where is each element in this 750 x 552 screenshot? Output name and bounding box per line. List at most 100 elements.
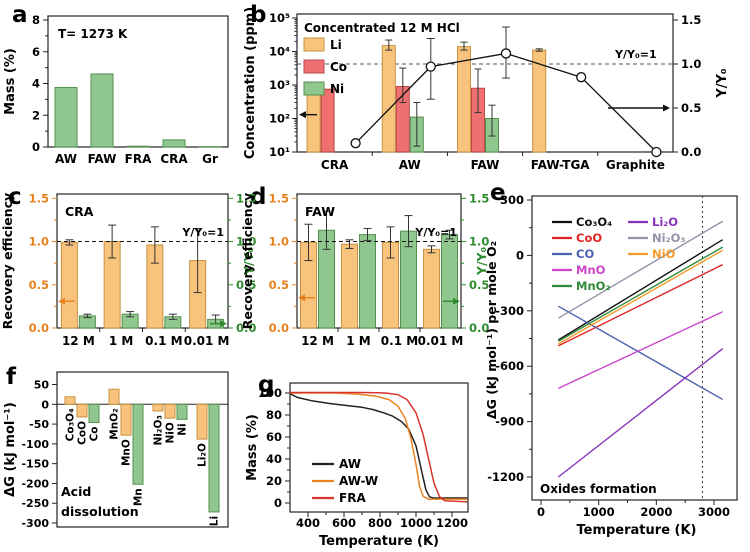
svg-text:Y/Y₀: Y/Y₀	[715, 68, 730, 99]
svg-text:6: 6	[32, 45, 40, 59]
svg-text:-100: -100	[21, 438, 49, 451]
svg-text:MnO: MnO	[576, 263, 606, 277]
svg-text:-1200: -1200	[487, 470, 524, 484]
svg-text:0: 0	[32, 140, 40, 154]
svg-text:-200: -200	[21, 477, 49, 490]
svg-text:Ni: Ni	[177, 423, 189, 435]
svg-text:FAW: FAW	[305, 204, 335, 219]
svg-text:0: 0	[274, 496, 282, 510]
svg-text:-250: -250	[21, 497, 49, 510]
panel-c-chart: 0.0 0.0 0.5 0.5 1.0 1.0 1.5 1.5 12 M 1 M 0.1 M 0.01…	[0, 191, 256, 348]
svg-text:Acid: Acid	[61, 484, 91, 499]
svg-text:Concentration (ppm): Concentration (ppm)	[243, 7, 258, 159]
svg-text:Li₂O: Li₂O	[197, 443, 209, 467]
svg-text:Oxides formation: Oxides formation	[540, 482, 657, 496]
svg-text:0.5: 0.5	[469, 278, 489, 292]
svg-text:0.0: 0.0	[269, 321, 289, 335]
svg-text:FRA: FRA	[125, 152, 152, 166]
svg-text:0: 0	[41, 398, 49, 411]
svg-text:1000: 1000	[583, 505, 615, 519]
svg-text:MnO₂: MnO₂	[109, 408, 121, 440]
svg-text:0: 0	[537, 505, 545, 519]
svg-text:Gr: Gr	[202, 152, 218, 166]
svg-text:MnO₂: MnO₂	[576, 279, 610, 293]
svg-text:-50: -50	[29, 418, 49, 431]
gibbs-lines	[557, 220, 724, 478]
svg-text:ΔG (kJ mol⁻¹) per mole O₂: ΔG (kJ mol⁻¹) per mole O₂	[484, 241, 499, 419]
yy0-line	[350, 26, 662, 158]
svg-text:0.01 M: 0.01 M	[184, 334, 230, 348]
svg-text:Y/Y₀: Y/Y₀	[474, 247, 489, 276]
svg-text:Y/Y₀=1: Y/Y₀=1	[614, 48, 657, 61]
svg-text:FAW: FAW	[88, 152, 117, 166]
bars	[300, 210, 458, 329]
concentration-bars	[306, 39, 547, 153]
svg-text:0.1 M: 0.1 M	[381, 334, 418, 348]
svg-text:AW-W: AW-W	[339, 474, 378, 488]
legend: Concentrated 12 M HCl Li Co Ni	[303, 21, 460, 96]
svg-text:60: 60	[266, 430, 282, 444]
svg-text:-900: -900	[495, 415, 524, 429]
panel-a: 0 2 4 6 8 AW FAW FRA CRA Gr T= 1273 K Mass (%)	[0, 0, 240, 178]
svg-text:FAW-TGA: FAW-TGA	[531, 158, 591, 172]
svg-text:300: 300	[500, 193, 524, 207]
svg-text:Recovery efficiency: Recovery efficiency	[0, 193, 15, 329]
panel-b-label: b	[250, 2, 267, 28]
panel-g-label: g	[258, 372, 275, 398]
svg-text:10²: 10²	[269, 112, 290, 126]
svg-text:0.5: 0.5	[29, 278, 49, 292]
svg-text:600: 600	[332, 516, 356, 530]
svg-text:-300: -300	[21, 517, 49, 530]
svg-text:0.0: 0.0	[469, 321, 489, 335]
svg-text:Mass (%): Mass (%)	[3, 48, 18, 115]
panel-f-label: f	[6, 364, 17, 390]
svg-text:T= 1273 K: T= 1273 K	[58, 27, 128, 41]
svg-text:800: 800	[368, 516, 392, 530]
panel-a-chart: 0 2 4 6 8 AW FAW FRA CRA Gr T= 1273 K Mass (%)	[3, 13, 229, 166]
svg-text:400: 400	[296, 516, 320, 530]
svg-text:1200: 1200	[436, 516, 468, 530]
svg-text:3000: 3000	[698, 505, 730, 519]
svg-text:Y/Y₀=1: Y/Y₀=1	[414, 226, 457, 239]
svg-text:MnO: MnO	[121, 439, 133, 466]
mass-bars	[54, 73, 222, 148]
panel-f-plot: 50 0 -50 -100 -150 -200 -250 -300 Co₃O₄ CoO Co MnO₂…	[3, 371, 229, 530]
svg-text:0.0: 0.0	[236, 321, 256, 335]
legend: Co₃O₄ CoO CO MnO MnO₂ Li₂O Ni₂O₃ NiO	[552, 215, 685, 293]
panel-f-chart: 50 0 -50 -100 -150 -200 -250 -300 Co₃O₄ CoO Co MnO₂…	[3, 371, 229, 530]
svg-text:80: 80	[266, 408, 282, 422]
svg-text:-150: -150	[21, 458, 49, 471]
svg-text:1.0: 1.0	[681, 57, 701, 71]
panel-c-label: c	[8, 184, 22, 210]
svg-text:Temperature (K): Temperature (K)	[319, 534, 439, 549]
svg-text:40: 40	[266, 452, 282, 466]
svg-text:2: 2	[32, 108, 40, 122]
svg-text:0.0: 0.0	[681, 145, 701, 159]
svg-text:1.0: 1.0	[469, 235, 489, 249]
svg-text:1.5: 1.5	[269, 191, 289, 205]
svg-text:Co: Co	[330, 60, 347, 74]
svg-text:CO: CO	[576, 247, 594, 261]
panel-e-label: e	[490, 180, 506, 206]
svg-text:NiO: NiO	[652, 247, 676, 261]
svg-text:1.5: 1.5	[236, 191, 256, 205]
svg-text:AW: AW	[339, 457, 361, 471]
svg-text:4: 4	[32, 77, 40, 91]
panel-b-plot: 10¹ 10² 10³ 10⁴ 10⁵ 0.0 0.5 1.0 1.5 Y/Y₀=1 CRA AW FA…	[243, 7, 730, 172]
panel-g: 0 20 40 60 80 100 400 600 800 1000 1200 AW AW-W FRA Te…	[240, 360, 480, 552]
svg-text:2000: 2000	[640, 505, 672, 519]
svg-text:-300: -300	[495, 304, 524, 318]
svg-text:10³: 10³	[269, 78, 290, 92]
svg-text:100: 100	[258, 386, 282, 400]
svg-text:1.0: 1.0	[236, 235, 256, 249]
svg-text:Ni₂O₃: Ni₂O₃	[153, 415, 165, 446]
svg-text:0.1 M: 0.1 M	[145, 334, 182, 348]
svg-text:10¹: 10¹	[269, 145, 290, 159]
svg-text:ΔG (kJ mol⁻¹): ΔG (kJ mol⁻¹)	[3, 402, 18, 497]
legend: AW AW-W FRA	[312, 457, 378, 505]
panel-g-chart: 0 20 40 60 80 100 400 600 800 1000 1200 AW AW-W FRA Te…	[245, 382, 469, 549]
svg-text:10⁵: 10⁵	[269, 11, 290, 25]
svg-text:1.5: 1.5	[29, 191, 49, 205]
svg-text:Li₂O: Li₂O	[652, 215, 678, 229]
